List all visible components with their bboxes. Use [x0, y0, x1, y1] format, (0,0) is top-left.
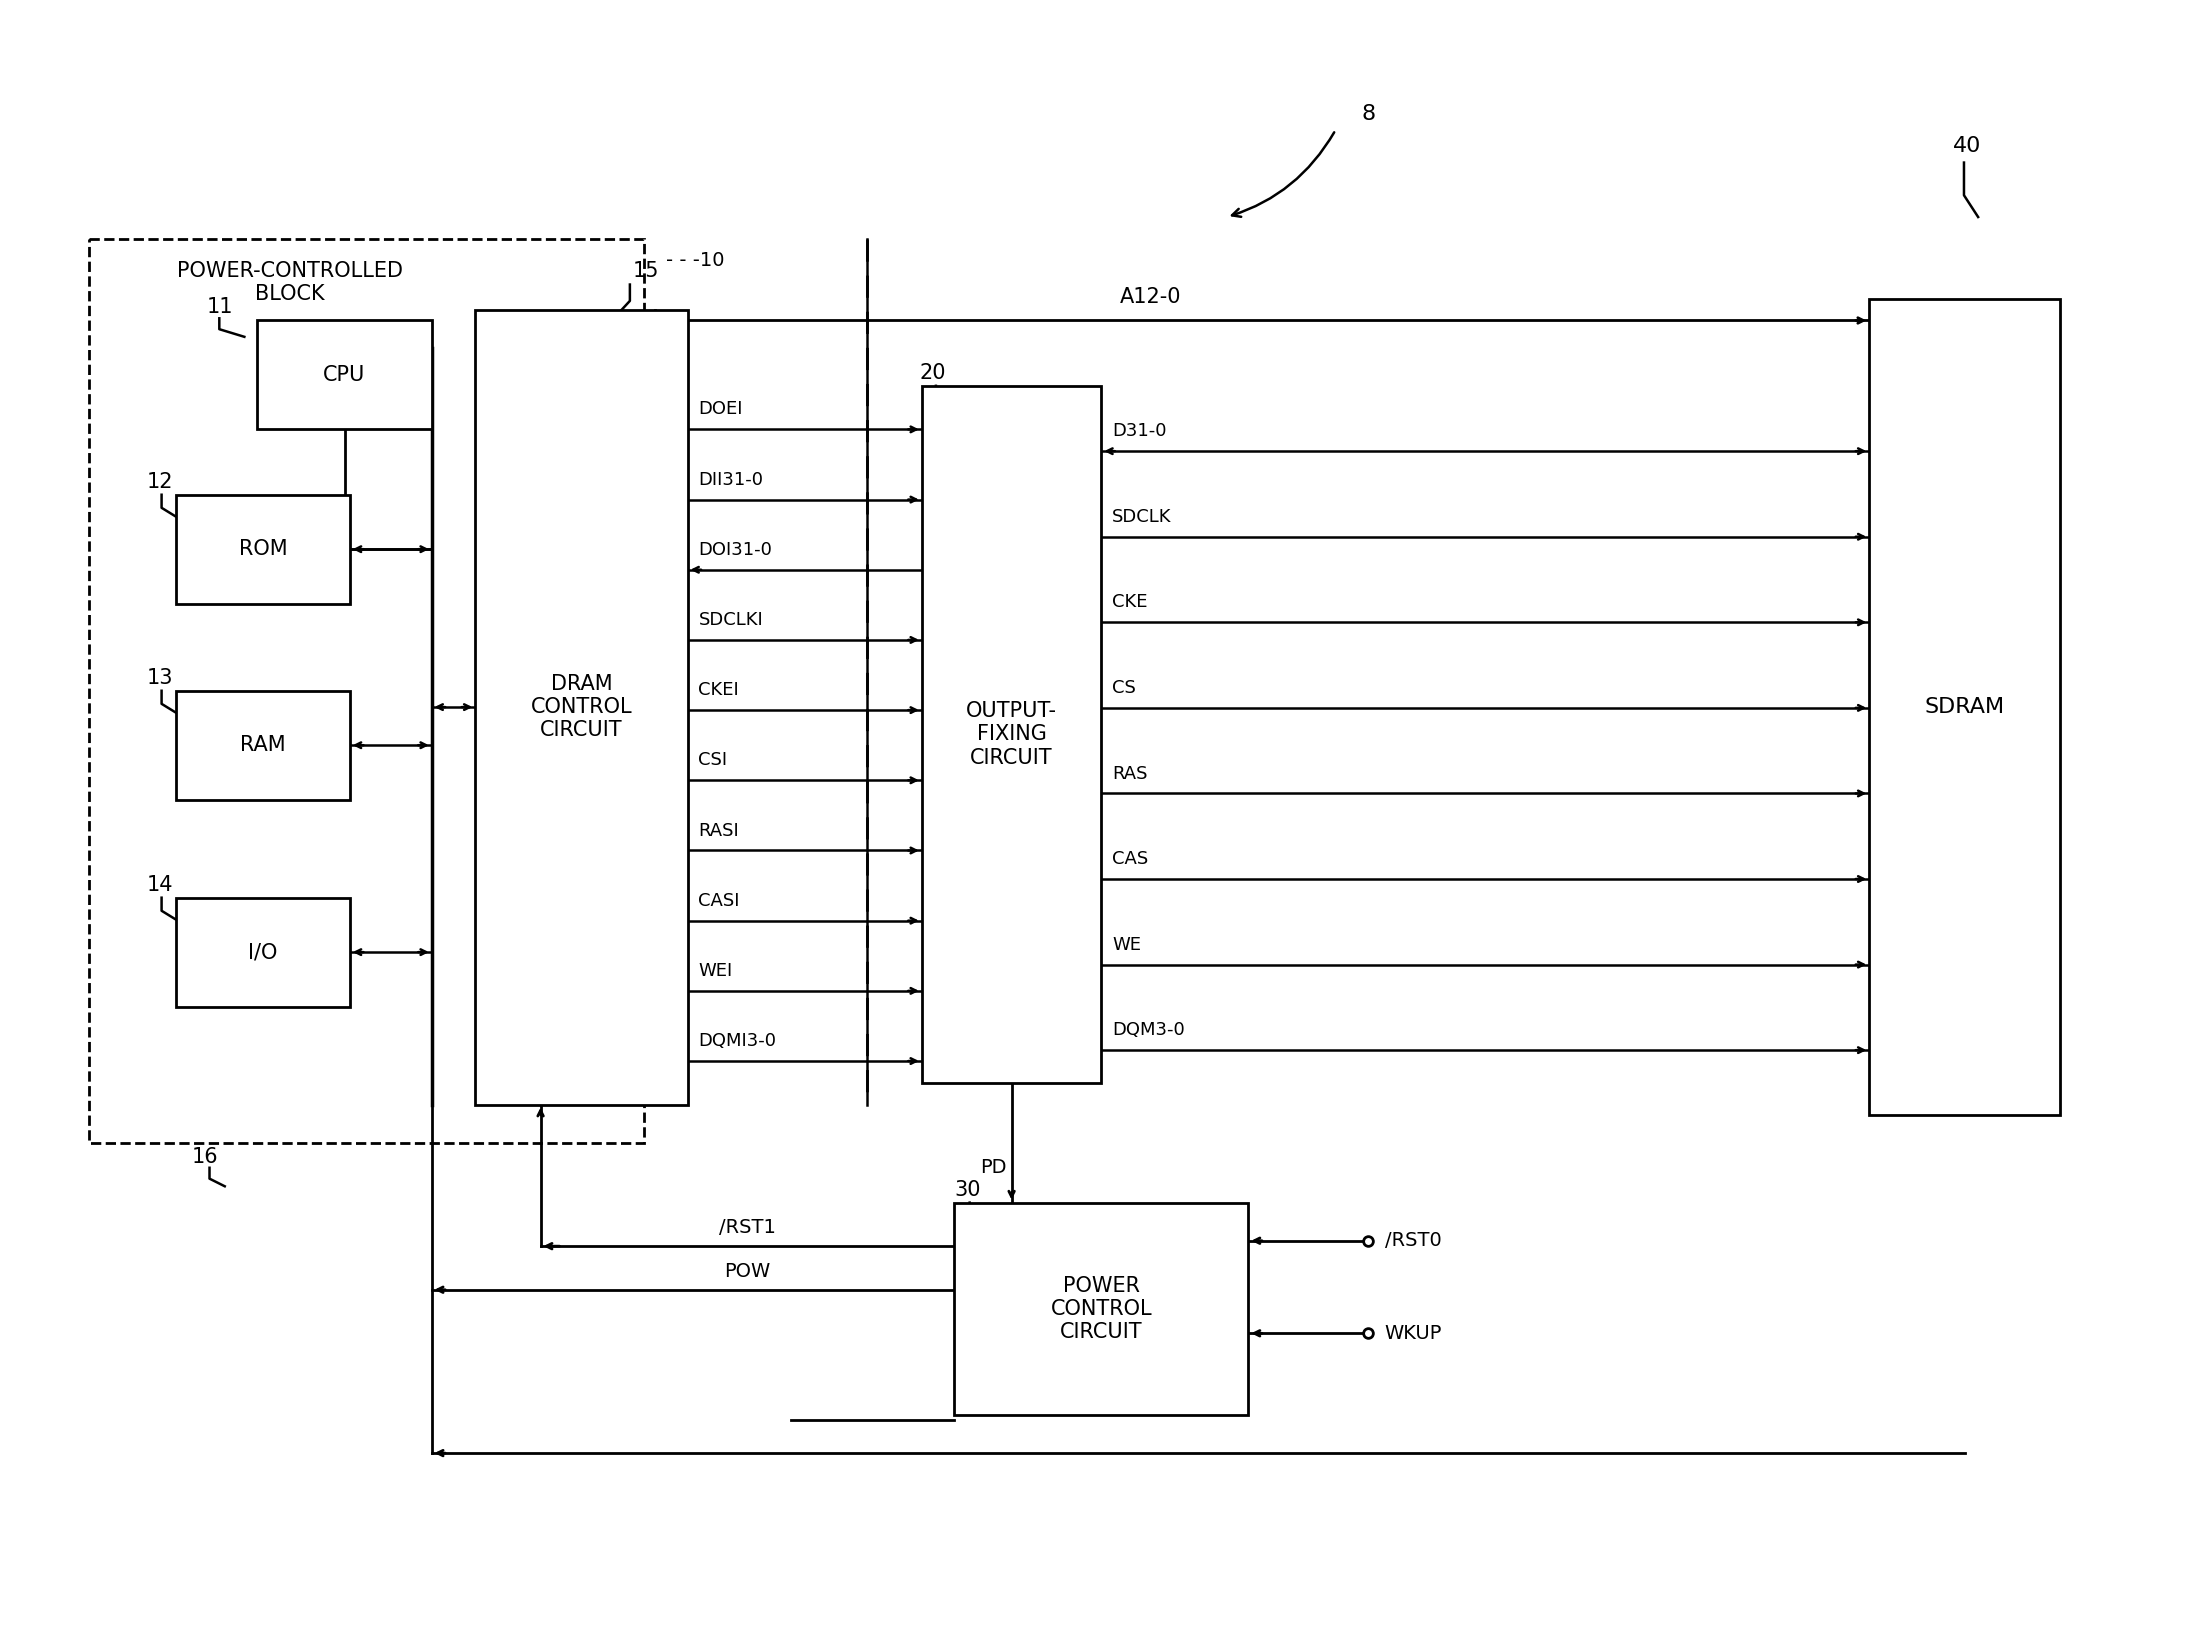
Text: CAS: CAS — [1111, 850, 1149, 868]
Text: 14: 14 — [147, 875, 173, 894]
Bar — [88, 238, 644, 1142]
Text: WEI: WEI — [699, 961, 732, 979]
Text: 13: 13 — [147, 667, 173, 687]
Bar — [175, 898, 351, 1007]
Text: 16: 16 — [193, 1147, 219, 1167]
Bar — [923, 385, 1100, 1082]
Text: SDCLK: SDCLK — [1111, 508, 1173, 526]
Text: DRAM
CONTROL
CIRCUIT: DRAM CONTROL CIRCUIT — [530, 674, 631, 741]
Text: RAM: RAM — [241, 734, 285, 756]
Text: RASI: RASI — [699, 821, 739, 839]
Bar — [1870, 299, 2060, 1116]
Text: POW: POW — [723, 1262, 772, 1281]
Text: 30: 30 — [954, 1180, 982, 1200]
Text: CKE: CKE — [1111, 594, 1149, 612]
Text: DOI31-0: DOI31-0 — [699, 540, 772, 558]
Text: 12: 12 — [147, 472, 173, 491]
Text: D31-0: D31-0 — [1111, 423, 1166, 441]
Text: DQM3-0: DQM3-0 — [1111, 1022, 1186, 1040]
Bar — [175, 494, 351, 604]
Text: DQMI3-0: DQMI3-0 — [699, 1031, 776, 1049]
Text: 11: 11 — [206, 297, 232, 317]
Text: OUTPUT-
FIXING
CIRCUIT: OUTPUT- FIXING CIRCUIT — [967, 702, 1057, 767]
FancyArrowPatch shape — [1232, 132, 1335, 217]
Text: 40: 40 — [1953, 135, 1982, 157]
Text: CSI: CSI — [699, 751, 728, 769]
Text: SDCLKI: SDCLKI — [699, 610, 763, 628]
Text: CASI: CASI — [699, 891, 741, 909]
Text: 8: 8 — [1361, 103, 1374, 124]
Text: CS: CS — [1111, 679, 1135, 697]
Text: /RST0: /RST0 — [1385, 1231, 1442, 1250]
Text: 15: 15 — [633, 261, 660, 281]
Text: POWER
CONTROL
CIRCUIT: POWER CONTROL CIRCUIT — [1050, 1276, 1153, 1342]
Text: PD: PD — [980, 1159, 1006, 1177]
Text: CPU: CPU — [324, 366, 366, 385]
Text: I/O: I/O — [248, 942, 278, 963]
Bar — [175, 690, 351, 800]
Text: DOEI: DOEI — [699, 400, 743, 418]
Text: SDRAM: SDRAM — [1925, 697, 2006, 716]
Text: RAS: RAS — [1111, 764, 1149, 783]
Text: CKEI: CKEI — [699, 681, 739, 698]
Text: - - -10: - - -10 — [666, 251, 723, 269]
Text: 20: 20 — [921, 362, 947, 384]
Text: WE: WE — [1111, 935, 1142, 953]
Text: ROM: ROM — [239, 539, 287, 560]
Text: DII31-0: DII31-0 — [699, 470, 763, 488]
Bar — [954, 1203, 1249, 1415]
Bar — [256, 320, 432, 429]
Text: POWER-CONTROLLED
BLOCK: POWER-CONTROLLED BLOCK — [178, 261, 403, 304]
Bar — [476, 310, 688, 1105]
Text: A12-0: A12-0 — [1120, 287, 1181, 307]
Text: WKUP: WKUP — [1385, 1324, 1442, 1343]
Text: /RST1: /RST1 — [719, 1219, 776, 1237]
